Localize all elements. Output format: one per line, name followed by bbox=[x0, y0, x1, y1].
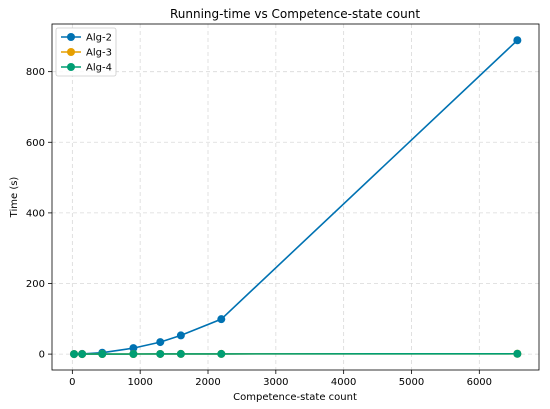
data-point-alg-2 bbox=[176, 331, 185, 340]
x-tick-label: 1000 bbox=[127, 377, 152, 388]
x-axis: 0 1000 2000 3000 4000 5000 6000 bbox=[69, 370, 492, 388]
x-tick-label: 0 bbox=[69, 377, 75, 388]
data-point-alg-4 bbox=[156, 349, 165, 358]
series-layer bbox=[70, 36, 522, 359]
x-tick-label: 5000 bbox=[399, 377, 424, 388]
legend-swatch-marker bbox=[67, 33, 75, 41]
y-tick-label: 600 bbox=[26, 138, 45, 149]
y-tick-label: 400 bbox=[26, 208, 45, 219]
legend-swatch-marker bbox=[67, 63, 75, 71]
y-tick-label: 800 bbox=[26, 67, 45, 78]
data-point-alg-4 bbox=[98, 350, 107, 359]
series-alg-2 bbox=[70, 36, 522, 359]
x-tick-label: 2000 bbox=[195, 377, 220, 388]
x-axis-label: Competence-state count bbox=[233, 392, 357, 403]
data-point-alg-2 bbox=[156, 338, 165, 347]
data-point-alg-4 bbox=[70, 350, 79, 359]
legend-label: Alg-4 bbox=[86, 63, 112, 74]
data-point-alg-4 bbox=[513, 349, 522, 358]
legend-item: Alg-2 bbox=[61, 33, 112, 44]
legend-label: Alg-2 bbox=[86, 33, 112, 44]
legend-item: Alg-4 bbox=[61, 63, 112, 74]
x-tick-label: 6000 bbox=[467, 377, 492, 388]
data-point-alg-4 bbox=[217, 349, 226, 358]
legend-label: Alg-3 bbox=[86, 48, 112, 59]
data-point-alg-2 bbox=[129, 344, 138, 353]
series-alg-4 bbox=[70, 349, 522, 359]
grid bbox=[52, 24, 539, 370]
legend-swatch-marker bbox=[67, 48, 75, 56]
data-point-alg-2 bbox=[513, 36, 522, 45]
data-point-alg-4 bbox=[129, 350, 138, 359]
legend-item: Alg-3 bbox=[61, 48, 112, 59]
data-point-alg-4 bbox=[78, 350, 87, 359]
data-point-alg-2 bbox=[217, 315, 226, 324]
plot-frame bbox=[51, 23, 540, 371]
y-axis: 0 200 400 600 800 bbox=[26, 67, 52, 361]
legend: Alg-2 Alg-3 Alg-4 bbox=[55, 27, 117, 77]
y-tick-label: 0 bbox=[39, 350, 45, 361]
x-tick-label: 3000 bbox=[263, 377, 288, 388]
chart-title: Running-time vs Competence-state count bbox=[170, 7, 420, 21]
data-point-alg-4 bbox=[176, 349, 185, 358]
y-axis-label: Time (s) bbox=[9, 177, 20, 219]
y-tick-label: 200 bbox=[26, 279, 45, 290]
x-tick-label: 4000 bbox=[331, 377, 356, 388]
